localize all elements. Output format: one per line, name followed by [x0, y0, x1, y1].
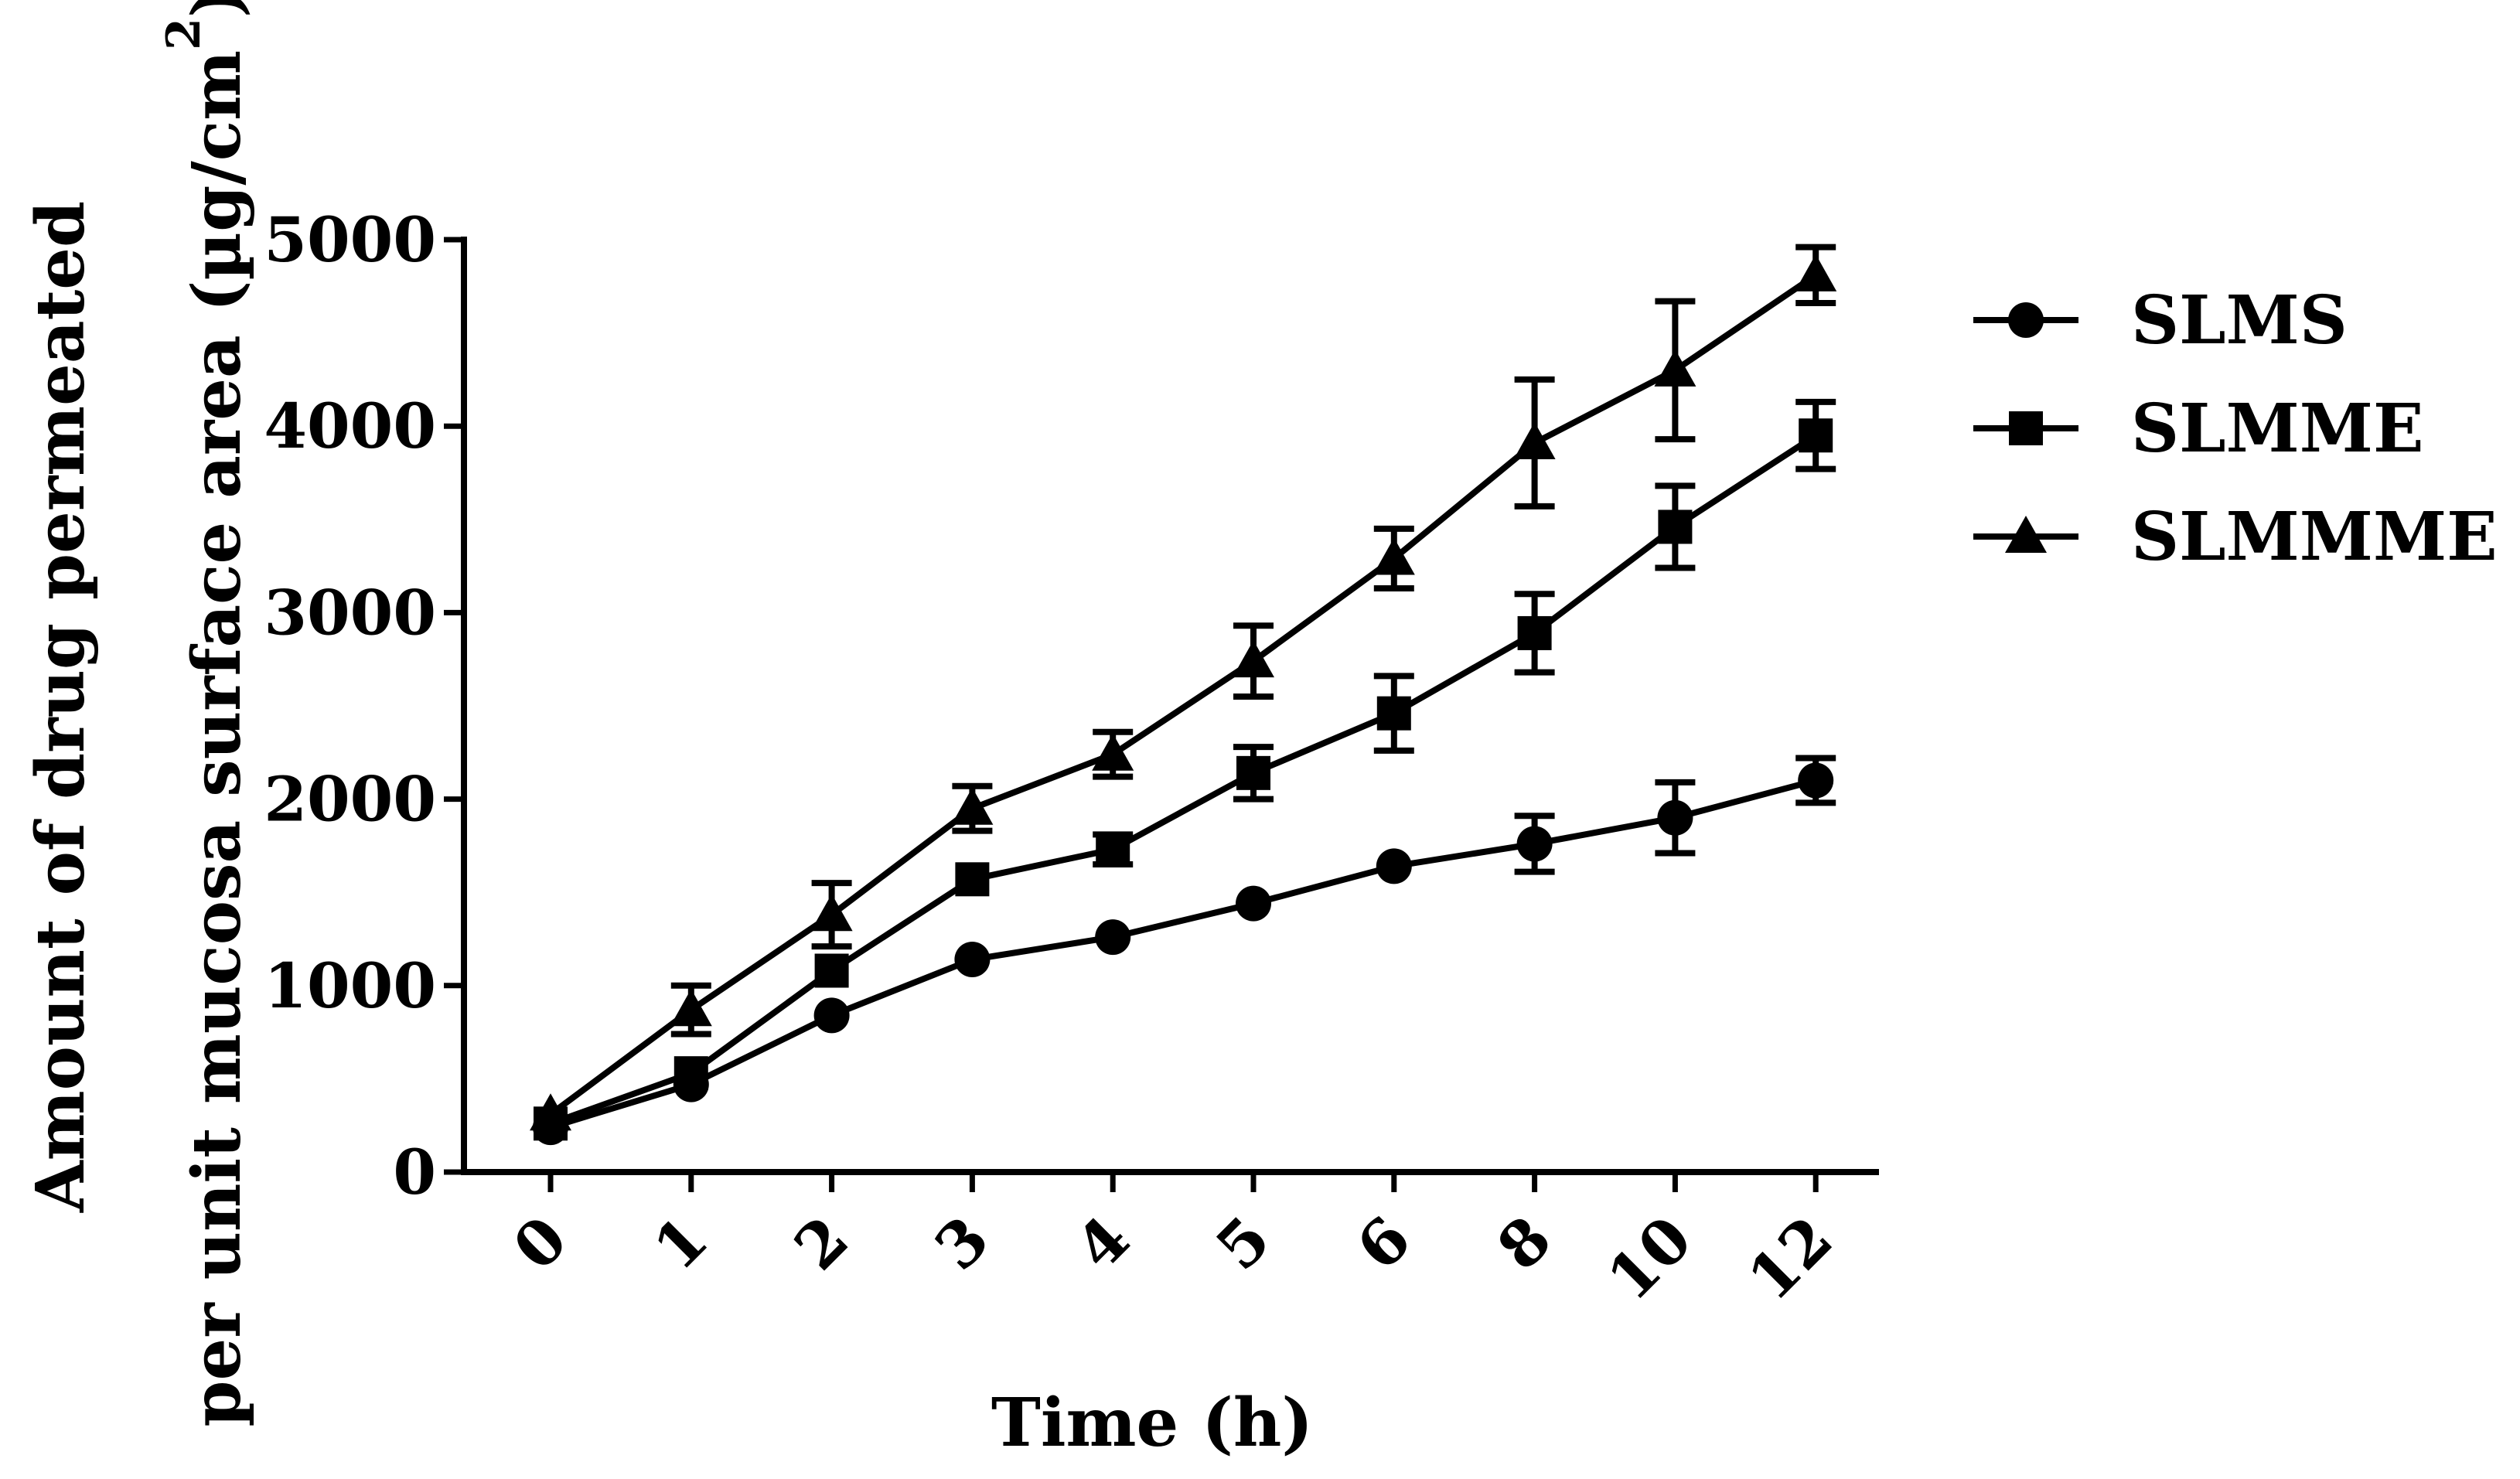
y-tick-label: 5000 [264, 203, 436, 276]
data-point-slmmme [530, 1093, 571, 1131]
data-point-slmmme [1795, 254, 1837, 291]
data-point-slms [1236, 885, 1271, 922]
data-point-slms [1516, 826, 1553, 862]
data-point-slmmme [1654, 349, 1696, 387]
legend-item-slmme: SLMME [1973, 390, 2424, 468]
legend-label: SLMME [2131, 390, 2424, 468]
data-point-slms [813, 997, 850, 1034]
y-tick-label: 3000 [264, 576, 436, 649]
series-line-slms [549, 777, 1817, 1130]
data-point-slmme [955, 862, 990, 897]
data-point-slms [954, 942, 991, 978]
x-tick-label: 1 [639, 1202, 721, 1284]
x-tick-label: 8 [1483, 1202, 1565, 1284]
data-point-slmme [673, 1056, 708, 1091]
data-point-slmmme [1513, 421, 1556, 459]
x-tick-label: 12 [1734, 1202, 1846, 1314]
data-point-slmme [1517, 615, 1552, 650]
data-point-slms [1657, 799, 1693, 836]
data-point-slmmme [1092, 733, 1134, 771]
data-point-slmme [1658, 509, 1693, 544]
data-point-slmmme [670, 989, 712, 1027]
series-line-slmme [549, 432, 1818, 1127]
series-line-slmmme [548, 272, 1818, 1117]
data-point-slmmme [1233, 640, 1274, 678]
data-point-slmmme [1373, 537, 1415, 575]
data-point-slmme [1096, 832, 1130, 867]
legend-marker [2005, 516, 2047, 554]
legend-item-slms: SLMS [1973, 281, 2348, 360]
legend: SLMS SLMME SLMMME [1973, 281, 2498, 576]
legend-marker [2009, 411, 2043, 445]
data-point-slmme [1236, 755, 1270, 790]
x-tick-label: 2 [780, 1202, 862, 1284]
x-tick-label: 6 [1342, 1202, 1424, 1284]
y-ticks: 0 1000 2000 3000 4000 5000 [264, 203, 464, 1208]
y-tick-label: 4000 [264, 390, 436, 462]
x-tick-label: 4 [1062, 1202, 1144, 1284]
legend-marker [2008, 302, 2044, 338]
series-slms [533, 755, 1836, 1146]
data-point-slms [1376, 848, 1412, 884]
legend-label: SLMS [2131, 281, 2348, 360]
legend-label: SLMMME [2131, 498, 2498, 576]
data-point-slmmme [810, 894, 853, 932]
x-tick-label: 0 [500, 1202, 581, 1284]
y-tick-label: 2000 [264, 763, 436, 836]
y-axis-title-close: ) [178, 0, 256, 18]
data-point-slmme [1799, 418, 1833, 453]
y-axis-title-line2: per unit mucosa surface area (µg/cm2) [157, 0, 256, 1427]
x-tick-label: 3 [921, 1202, 1003, 1284]
y-axis-title-main: per unit mucosa surface area (µg/cm [178, 50, 256, 1427]
data-point-slmme [1376, 696, 1411, 731]
data-point-slmme [814, 953, 849, 988]
y-tick-label: 1000 [264, 949, 436, 1022]
x-tick-label: 10 [1594, 1202, 1706, 1314]
series-layer [530, 244, 1837, 1146]
x-tick-label: 5 [1202, 1202, 1284, 1284]
x-axis-title: Time (h) [991, 1384, 1313, 1462]
data-point-slmmme [951, 787, 994, 825]
y-axis-title-line1: Amount of drug permeated [22, 201, 100, 1213]
y-axis-title-superscript: 2 [157, 18, 211, 50]
y-tick-label: 0 [393, 1136, 436, 1208]
y-axis-title: Amount of drug permeated per unit mucosa… [22, 0, 256, 1427]
x-ticks: 0 1 2 3 4 5 6 8 10 12 [500, 1172, 1847, 1314]
series-slmme [534, 398, 1836, 1141]
series-slmmme [530, 244, 1837, 1131]
data-point-slms [1798, 762, 1834, 799]
data-point-slms [1095, 919, 1131, 956]
legend-item-slmmme: SLMMME [1973, 498, 2498, 576]
